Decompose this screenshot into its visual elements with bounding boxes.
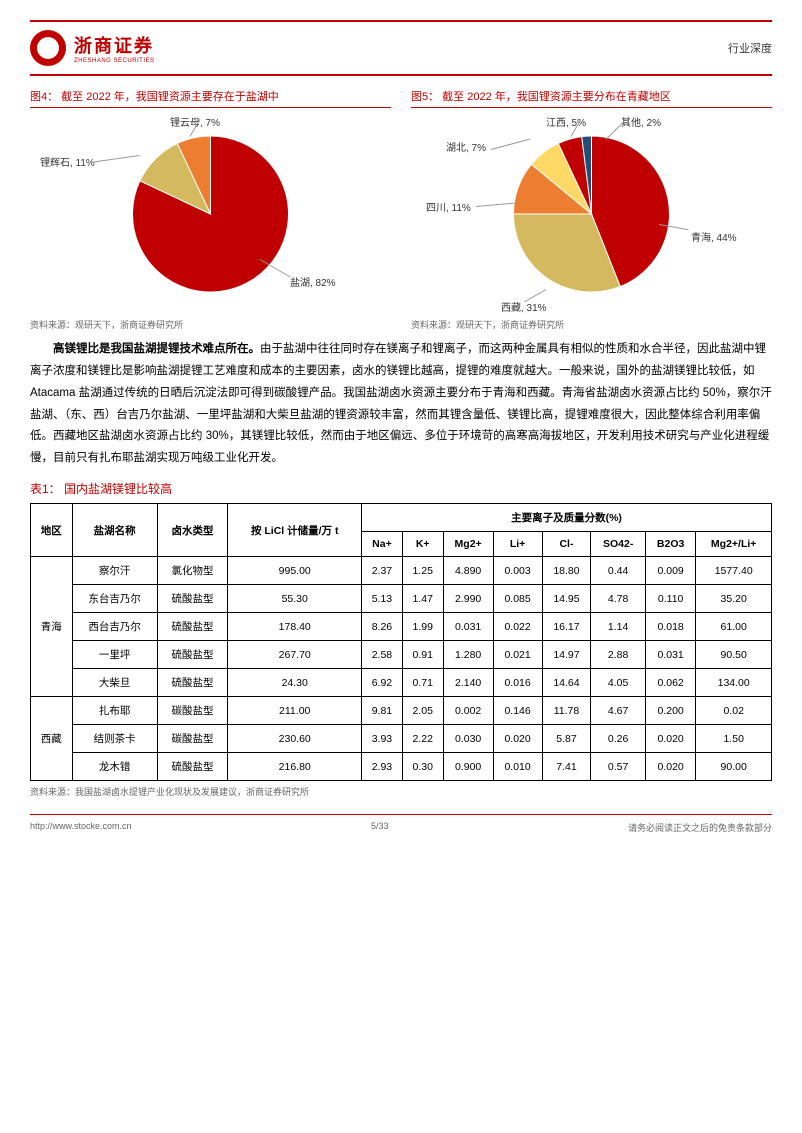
table-row: 大柴旦硫酸盐型24.306.920.712.1400.01614.644.050… bbox=[31, 669, 772, 697]
pie-slice-label: 青海, 44% bbox=[691, 229, 737, 244]
chart4-pie: 盐湖, 82%锂辉石, 11%锂云母, 7% bbox=[30, 114, 391, 314]
charts-row: 图4： 截至 2022 年，我国锂资源主要存在于盐湖中 盐湖, 82% 锂辉石, … bbox=[30, 88, 772, 331]
table-row: 西藏扎布耶碳酸盐型211.009.812.050.0020.14611.784.… bbox=[31, 697, 772, 725]
footer-url: http://www.stocke.com.cn bbox=[30, 821, 132, 834]
table-row: 结则茶卡碳酸盐型230.603.932.220.0300.0205.870.26… bbox=[31, 725, 772, 753]
brand-name-cn: 浙商证券 bbox=[74, 32, 155, 58]
pie-slice-label: 锂辉石, 11% bbox=[40, 154, 95, 169]
pie-slice-label: 盐湖, 82% bbox=[290, 274, 336, 289]
brand-name-en: ZHESHANG SECURITIES bbox=[74, 58, 155, 64]
paragraph-lead: 高镁锂比是我国盐湖提锂技术难点所在。 bbox=[53, 343, 260, 355]
logo-icon bbox=[30, 30, 66, 66]
footer-page: 5/33 bbox=[371, 821, 389, 834]
table-row: 东台吉乃尔硫酸盐型55.305.131.472.9900.08514.954.7… bbox=[31, 585, 772, 613]
doc-type-label: 行业深度 bbox=[728, 40, 772, 56]
chart5-pie: 青海, 44%西藏, 31%四川, 11%湖北, 7%江西, 5%其他, 2% bbox=[411, 114, 772, 314]
chart5-title: 图5： 截至 2022 年，我国锂资源主要分布在青藏地区 bbox=[411, 88, 772, 108]
brand-logo: 浙商证券 ZHESHANG SECURITIES bbox=[30, 30, 155, 66]
chart4-source: 资料来源：观研天下，浙商证券研究所 bbox=[30, 318, 391, 331]
pie-slice-label: 其他, 2% bbox=[621, 114, 661, 129]
paragraph-text: 由于盐湖中往往同时存在镁离子和锂离子，而这两种金属具有相似的性质和水合半径，因此… bbox=[30, 343, 772, 464]
pie-slice-label: 湖北, 7% bbox=[446, 139, 486, 154]
footer-disclaimer: 请务必阅读正文之后的免责条款部分 bbox=[628, 821, 772, 834]
table-row: 一里坪硫酸盐型267.702.580.911.2800.02114.972.88… bbox=[31, 641, 772, 669]
table-source: 资料来源：我国盐湖卤水提锂产业化现状及发展建议，浙商证券研究所 bbox=[30, 785, 772, 798]
page-header: 浙商证券 ZHESHANG SECURITIES 行业深度 bbox=[30, 20, 772, 74]
page-footer: http://www.stocke.com.cn 5/33 请务必阅读正文之后的… bbox=[30, 814, 772, 834]
table-row: 青海察尔汗氯化物型995.002.371.254.8900.00318.800.… bbox=[31, 557, 772, 585]
chart4-title: 图4： 截至 2022 年，我国锂资源主要存在于盐湖中 bbox=[30, 88, 391, 108]
table-title: 表1： 国内盐湖镁锂比较高 bbox=[30, 480, 772, 497]
salt-lake-table: 地区 盐湖名称 卤水类型 按 LiCl 计储量/万 t 主要离子及质量分数(%)… bbox=[30, 503, 772, 781]
table-row: 龙木错硫酸盐型216.802.930.300.9000.0107.410.570… bbox=[31, 753, 772, 781]
body-paragraph: 高镁锂比是我国盐湖提锂技术难点所在。由于盐湖中往往同时存在镁离子和锂离子，而这两… bbox=[30, 339, 772, 470]
chart5-source: 资料来源：观研天下，浙商证券研究所 bbox=[411, 318, 772, 331]
pie-slice-label: 四川, 11% bbox=[426, 199, 471, 214]
table-row: 西台吉乃尔硫酸盐型178.408.261.990.0310.02216.171.… bbox=[31, 613, 772, 641]
